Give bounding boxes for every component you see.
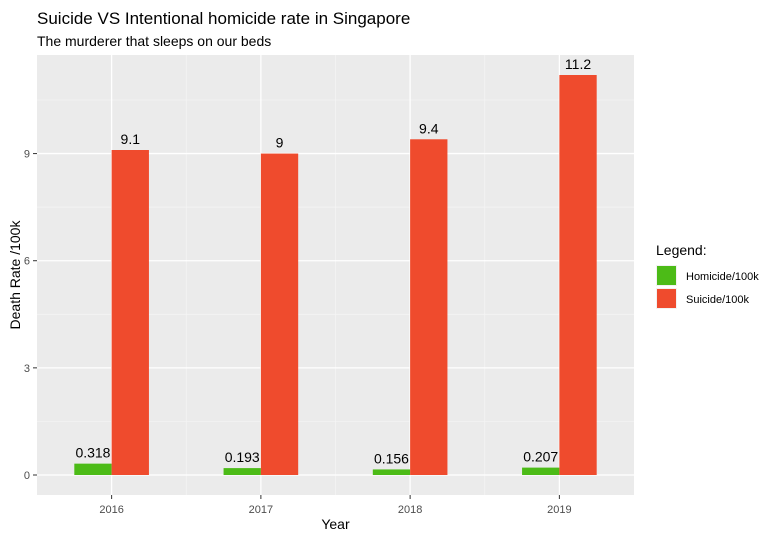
legend-key-homicide — [657, 266, 676, 285]
bar-homicide-2017 — [223, 468, 261, 475]
bar-suicide-2019 — [559, 75, 597, 475]
chart-title: Suicide VS Intentional homicide rate in … — [37, 9, 410, 28]
data-label-suicide-2016: 9.1 — [121, 131, 141, 147]
y-tick-label: 0 — [24, 470, 30, 482]
data-labels: 0.318 0.193 0.156 0.207 9.1 9 9.4 11.2 — [75, 56, 591, 466]
legend-title: Legend: — [656, 242, 707, 258]
legend: Legend: Homicide/100k Suicide/100k — [656, 242, 759, 309]
data-label-homicide-2018: 0.156 — [374, 450, 409, 466]
y-tick-label: 9 — [24, 149, 30, 161]
bar-suicide-2016 — [111, 150, 149, 475]
x-axis: 2016 2017 2018 2019 — [99, 495, 572, 516]
x-tick-label: 2016 — [99, 504, 123, 516]
data-label-homicide-2019: 0.207 — [523, 449, 558, 465]
bar-suicide-2017 — [260, 153, 299, 476]
y-tick-label: 3 — [24, 363, 30, 375]
x-tick-label: 2019 — [547, 504, 571, 516]
legend-key-suicide — [657, 289, 676, 308]
x-axis-title: Year — [321, 516, 350, 532]
chart-subtitle: The murderer that sleeps on our beds — [37, 33, 271, 49]
data-label-homicide-2016: 0.318 — [75, 445, 110, 461]
y-axis-title: Death Rate /100k — [7, 220, 23, 330]
bar-homicide-2016 — [74, 463, 112, 475]
bar-homicide-2018 — [372, 469, 411, 475]
legend-label-homicide: Homicide/100k — [686, 271, 759, 283]
x-tick-label: 2017 — [249, 504, 273, 516]
y-axis: 0 3 6 9 — [24, 149, 37, 482]
y-tick-label: 6 — [24, 256, 30, 268]
bars — [74, 75, 597, 476]
data-label-suicide-2019: 11.2 — [565, 56, 591, 72]
x-tick-label: 2018 — [398, 504, 422, 516]
data-label-suicide-2017: 9 — [276, 135, 284, 151]
data-label-homicide-2017: 0.193 — [225, 449, 260, 465]
data-label-suicide-2018: 9.4 — [419, 120, 439, 136]
bar-homicide-2019 — [522, 467, 560, 475]
legend-label-suicide: Suicide/100k — [686, 294, 749, 306]
bar-suicide-2018 — [410, 139, 448, 476]
